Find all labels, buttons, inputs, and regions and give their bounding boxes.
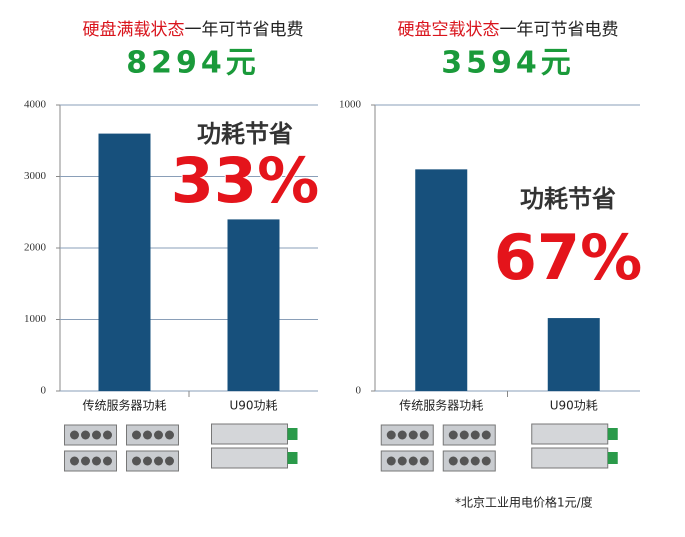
psu-image	[211, 447, 288, 469]
psu-image	[380, 450, 434, 472]
psu-fan	[419, 456, 429, 466]
psu-image	[64, 450, 117, 472]
title-highlight: 硬盘空载状态	[398, 20, 500, 40]
y-tick-label: 1000	[339, 99, 362, 111]
psu-fan	[459, 430, 469, 440]
psu-fan	[397, 456, 407, 466]
x-tick-label: 传统服务器功耗	[399, 398, 483, 413]
psu-fan	[408, 430, 418, 440]
psu-fan	[143, 430, 152, 440]
psu-handle	[607, 452, 618, 464]
psu-image	[380, 424, 434, 446]
psu-image	[442, 424, 496, 446]
psu-image	[531, 447, 609, 469]
y-tick-label: 2000	[24, 242, 47, 254]
psu-image	[64, 424, 117, 446]
y-tick-label: 0	[41, 385, 47, 397]
bar	[415, 169, 468, 391]
psu-fan	[165, 430, 174, 440]
y-tick-label: 4000	[24, 99, 47, 111]
psu-image	[211, 423, 288, 445]
psu-fan	[459, 456, 469, 466]
psu-image	[126, 450, 179, 472]
annotation-value: 67%	[494, 221, 642, 294]
annotation-value: 33%	[171, 144, 319, 217]
x-tick-label: 传统服务器功耗	[82, 398, 166, 413]
psu-fan	[408, 456, 418, 466]
psu-fan	[386, 430, 396, 440]
title-rest: 一年可节省电费	[185, 20, 304, 40]
title-highlight: 硬盘满载状态	[83, 20, 185, 40]
chart-title: 硬盘空载状态一年可节省电费	[398, 20, 619, 40]
psu-fan	[70, 456, 79, 466]
psu-fan	[386, 456, 396, 466]
psu-fan	[154, 430, 163, 440]
psu-image	[442, 450, 496, 472]
psu-image	[531, 423, 609, 445]
annotation-title: 功耗节省	[197, 120, 293, 148]
psu-fan	[70, 430, 79, 440]
psu-image	[126, 424, 179, 446]
psu-fan	[81, 456, 90, 466]
y-tick-label: 0	[356, 385, 362, 397]
psu-fan	[419, 430, 429, 440]
psu-fan	[481, 430, 491, 440]
psu-fan	[92, 430, 101, 440]
psu-handle	[287, 428, 298, 440]
psu-fan	[481, 456, 491, 466]
savings: 8294元	[126, 46, 260, 81]
psu-fan	[154, 456, 163, 466]
psu-handle	[607, 428, 618, 440]
savings: 3594元	[441, 46, 575, 81]
bar	[227, 219, 280, 391]
psu-fan	[470, 456, 480, 466]
psu-fan	[448, 456, 458, 466]
psu-fan	[92, 456, 101, 466]
title-rest: 一年可节省电费	[500, 20, 619, 40]
bar	[547, 318, 600, 391]
psu-fan	[397, 430, 407, 440]
x-tick-label: U90功耗	[229, 399, 277, 413]
psu-fan	[132, 456, 141, 466]
psu-fan	[143, 456, 152, 466]
psu-fan	[470, 430, 480, 440]
psu-fan	[165, 456, 174, 466]
chart-title: 硬盘满载状态一年可节省电费	[83, 20, 304, 40]
psu-handle	[287, 452, 298, 464]
bar	[98, 133, 151, 391]
y-tick-label: 1000	[24, 313, 47, 325]
psu-fan	[132, 430, 141, 440]
footnote: *北京工业用电价格1元/度	[455, 495, 593, 510]
psu-fan	[103, 456, 112, 466]
x-tick-label: U90功耗	[550, 399, 598, 413]
y-tick-label: 3000	[24, 170, 47, 182]
annotation-title: 功耗节省	[520, 185, 616, 213]
psu-fan	[448, 430, 458, 440]
psu-fan	[103, 430, 112, 440]
psu-fan	[81, 430, 90, 440]
